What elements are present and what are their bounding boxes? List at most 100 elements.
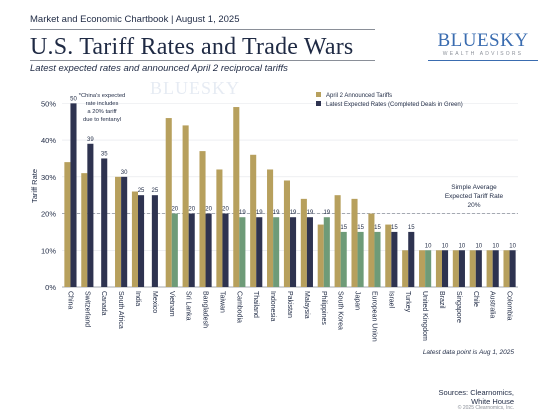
x-tick-label: Chile xyxy=(472,291,479,307)
april2-bar xyxy=(283,180,290,287)
april2-bar xyxy=(216,169,223,287)
x-tick-label: Malaysia xyxy=(303,291,310,319)
latest-rate-bar xyxy=(171,213,178,287)
april2-bar xyxy=(334,195,341,287)
latest-rate-bar xyxy=(151,195,158,287)
copyright-note: © 2025 Clearnomics, Inc. xyxy=(457,405,514,411)
reference-line-label: Expected Tariff Rate xyxy=(445,193,504,200)
latest-rate-bar xyxy=(273,217,280,287)
latest-rate-bar xyxy=(188,213,195,287)
bar-value-label: 15 xyxy=(374,225,381,231)
april2-bar xyxy=(317,224,324,287)
latest-rate-bar xyxy=(509,250,516,287)
x-tick-label: Singapore xyxy=(455,291,462,323)
y-axis-title: Tariff Rate xyxy=(30,169,39,203)
sources-line-2: White House xyxy=(471,397,514,406)
april2-bar xyxy=(469,250,476,287)
latest-rate-bar xyxy=(340,231,347,287)
april2-bar xyxy=(165,118,172,288)
logo-underline xyxy=(428,60,538,61)
latest-rate-bar xyxy=(239,217,246,287)
chart-bars xyxy=(64,103,516,288)
april2-bar xyxy=(267,169,274,287)
legend-label-latest: Latest Expected Rates (Completed Deals i… xyxy=(326,102,463,108)
page-title: U.S. Tariff Rates and Trade Wars xyxy=(30,34,354,60)
y-tick-label: 50% xyxy=(41,99,56,108)
x-tick-label: Brazil xyxy=(438,291,445,309)
x-tick-label: Mexico xyxy=(151,291,158,313)
y-tick-label: 10% xyxy=(41,246,56,255)
header-rule xyxy=(30,29,375,30)
x-tick-label: Turkey xyxy=(404,291,411,313)
latest-rate-bar xyxy=(205,213,212,287)
chart-legend: April 2 Announced Tariffs Latest Expected… xyxy=(316,92,463,108)
bar-value-label: 39 xyxy=(87,137,94,143)
latest-rate-bar xyxy=(290,217,297,287)
latest-rate-bar xyxy=(222,213,229,287)
x-tick-label: Thailand xyxy=(252,291,259,318)
bar-value-label: 19 xyxy=(323,210,330,216)
bar-value-label: 20 xyxy=(188,207,195,213)
x-tick-label: Cambodia xyxy=(235,291,242,323)
sources-line-1: Sources: Clearnomics, xyxy=(438,388,514,397)
legend-swatch-latest xyxy=(316,101,321,106)
latest-rate-bar xyxy=(306,217,313,287)
y-tick-label: 20% xyxy=(41,210,56,219)
x-tick-label: Israel xyxy=(387,291,394,309)
x-tick-label: South Korea xyxy=(337,291,344,330)
y-tick-label: 0% xyxy=(45,283,56,292)
latest-rate-bar xyxy=(138,195,145,287)
x-tick-label: Sri Lanka xyxy=(185,291,192,321)
x-tick-label: Vietnam xyxy=(168,291,175,317)
china-annotation: *China's expected xyxy=(79,93,126,99)
x-tick-label: Philippines xyxy=(320,291,327,325)
april2-bar xyxy=(351,198,358,287)
y-tick-label: 40% xyxy=(41,136,56,145)
x-tick-label: Indonesia xyxy=(269,291,276,321)
latest-rate-bar xyxy=(492,250,499,287)
bar-value-label: 10 xyxy=(459,243,466,249)
bar-value-label: 15 xyxy=(357,225,364,231)
bar-value-label: 20 xyxy=(205,207,212,213)
china-annotation: a 20% tariff xyxy=(87,109,117,115)
april2-bar xyxy=(250,154,257,287)
chart-labels: 0% 10% 20% 30% 40% 50% Tariff Rate Simple Avera… xyxy=(30,93,517,342)
latest-rate-bar xyxy=(87,143,94,287)
data-date-note: Latest data point is Aug 1, 2025 xyxy=(422,349,514,356)
title-rule xyxy=(30,60,375,61)
chartbook-header: Market and Economic Chartbook | August 1… xyxy=(30,14,240,25)
bar-value-label: 25 xyxy=(152,188,159,194)
sources-note: Sources: Clearnomics, White House xyxy=(439,388,514,406)
x-tick-label: Australia xyxy=(489,291,496,318)
bar-value-label: 10 xyxy=(442,243,449,249)
x-tick-label: South Africa xyxy=(117,291,124,329)
bar-value-label: 30 xyxy=(121,170,128,176)
bar-value-label: 19 xyxy=(307,210,314,216)
latest-rate-bar xyxy=(121,176,128,287)
x-tick-label: China xyxy=(66,291,73,309)
legend-label-april2: April 2 Announced Tariffs xyxy=(326,93,392,99)
bar-value-label: 19 xyxy=(256,210,263,216)
april2-bar xyxy=(385,224,392,287)
latest-rate-bar xyxy=(256,217,263,287)
x-tick-label: Japan xyxy=(354,291,361,310)
april2-bar xyxy=(115,176,122,287)
bar-value-label: 19 xyxy=(273,210,280,216)
china-annotation: due to fentanyl xyxy=(83,117,121,123)
april2-bar xyxy=(199,151,206,287)
bar-value-label: 10 xyxy=(475,243,482,249)
april2-bar xyxy=(452,250,459,287)
bar-value-label: 20 xyxy=(171,207,178,213)
bar-value-label: 15 xyxy=(391,225,398,231)
x-tick-label: Colombia xyxy=(506,291,513,321)
x-tick-label: United Kingdom xyxy=(421,291,428,341)
latest-rate-bar xyxy=(442,250,449,287)
bar-value-label: 10 xyxy=(492,243,499,249)
april2-bar xyxy=(131,191,138,287)
x-tick-label: Pakistan xyxy=(286,291,293,318)
y-tick-label: 30% xyxy=(41,173,56,182)
bar-value-label: 35 xyxy=(101,151,108,157)
april2-bar xyxy=(503,250,510,287)
april2-bar xyxy=(419,250,426,287)
